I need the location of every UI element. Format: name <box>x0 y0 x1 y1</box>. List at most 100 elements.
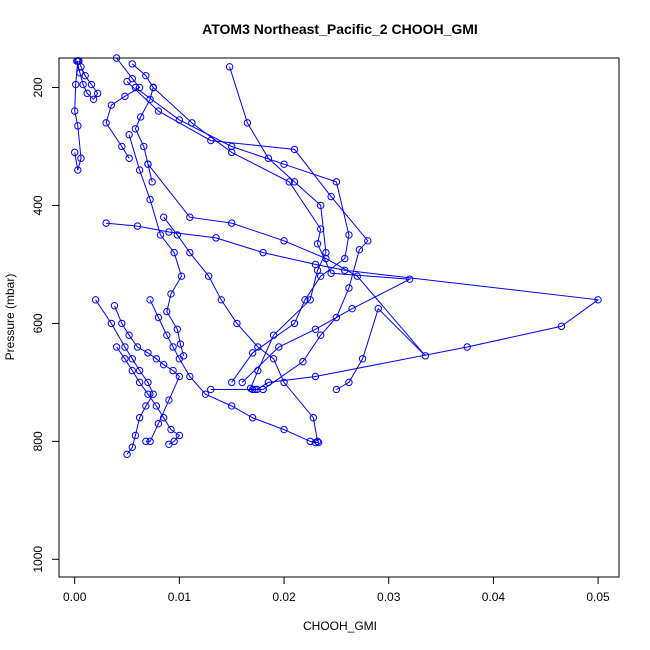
data-point <box>159 213 168 221</box>
data-point <box>135 378 144 387</box>
data-point <box>107 101 116 109</box>
x-tick-label: 0.03 <box>377 590 401 604</box>
data-point <box>327 192 335 201</box>
data-point <box>77 154 85 162</box>
data-point <box>341 266 349 275</box>
data-point <box>332 178 341 186</box>
data-point <box>557 322 566 331</box>
data-point <box>177 272 186 280</box>
data-point <box>142 402 150 410</box>
series-line-2 <box>74 60 82 171</box>
data-point <box>72 80 80 89</box>
data-point <box>314 438 323 447</box>
data-point <box>159 414 168 422</box>
y-tick-label: 1000 <box>31 546 45 573</box>
data-point <box>175 372 184 381</box>
data-point <box>225 63 234 71</box>
data-point <box>133 343 142 351</box>
series-line-5 <box>229 66 327 390</box>
data-point <box>142 71 150 80</box>
data-point <box>186 248 194 257</box>
data-point <box>212 234 220 242</box>
data-point <box>280 160 288 168</box>
data-point <box>136 113 145 121</box>
data-point <box>131 431 140 440</box>
data-point <box>149 390 157 398</box>
data-point <box>128 355 136 363</box>
series-line-8 <box>152 87 412 383</box>
plot-frame <box>58 57 620 578</box>
x-tick-label: 0.05 <box>586 590 610 604</box>
data-point <box>309 414 318 422</box>
data-point <box>91 296 100 304</box>
data-point <box>322 248 330 257</box>
data-point <box>238 378 246 387</box>
data-point <box>313 240 322 248</box>
data-point <box>135 166 144 174</box>
data-point <box>71 148 79 157</box>
x-axis-label: CHOOH_GMI <box>303 619 377 633</box>
data-point <box>135 414 144 422</box>
data-point <box>341 254 349 263</box>
data-point <box>128 443 136 451</box>
data-point <box>170 248 178 257</box>
data-point <box>123 77 131 86</box>
data-point <box>594 296 602 304</box>
data-point <box>154 419 163 428</box>
data-point <box>327 269 335 277</box>
data-point <box>169 343 177 351</box>
data-point <box>316 225 325 233</box>
data-point <box>146 195 154 204</box>
data-point <box>311 372 320 381</box>
data-point <box>121 343 129 351</box>
data-point <box>259 248 267 257</box>
data-point <box>152 355 161 363</box>
y-tick-label: 600 <box>31 313 45 333</box>
data-point <box>311 260 320 269</box>
data-point <box>148 178 156 186</box>
data-point <box>316 272 325 280</box>
data-point <box>204 272 213 280</box>
data-point <box>264 378 273 387</box>
data-point <box>355 245 364 254</box>
data-point <box>102 219 110 227</box>
data-point <box>154 107 163 115</box>
data-point <box>207 385 215 394</box>
data-point <box>83 89 91 98</box>
data-point <box>125 130 133 139</box>
data-point <box>345 231 353 239</box>
data-point <box>228 378 236 387</box>
data-point <box>280 425 288 434</box>
data-point <box>186 213 194 221</box>
data-point <box>358 355 367 363</box>
data-point <box>102 119 110 127</box>
data-point <box>285 178 293 186</box>
data-point <box>348 304 356 313</box>
data-point <box>332 385 341 394</box>
data-point <box>248 349 257 357</box>
data-point <box>345 284 353 292</box>
x-tick-label: 0.02 <box>272 590 296 604</box>
data-point <box>280 237 288 245</box>
data-point <box>301 296 309 304</box>
data-point <box>228 402 236 410</box>
series-line-12 <box>163 216 318 442</box>
data-point <box>118 319 126 328</box>
data-point <box>94 89 102 98</box>
data-point <box>254 343 262 351</box>
data-point <box>248 414 257 422</box>
data-point <box>167 290 175 298</box>
series-line-10 <box>106 222 600 390</box>
data-point <box>173 231 181 239</box>
series-line-9 <box>128 134 185 356</box>
y-axis-label: Pressure (mbar) <box>3 274 17 361</box>
data-point <box>201 390 210 398</box>
data-point <box>163 307 171 316</box>
data-point <box>144 349 152 357</box>
data-point <box>140 142 148 151</box>
data-point <box>364 237 372 245</box>
series-line-16 <box>116 346 181 445</box>
data-point <box>156 231 165 239</box>
data-point <box>107 319 116 328</box>
data-point <box>125 331 133 339</box>
